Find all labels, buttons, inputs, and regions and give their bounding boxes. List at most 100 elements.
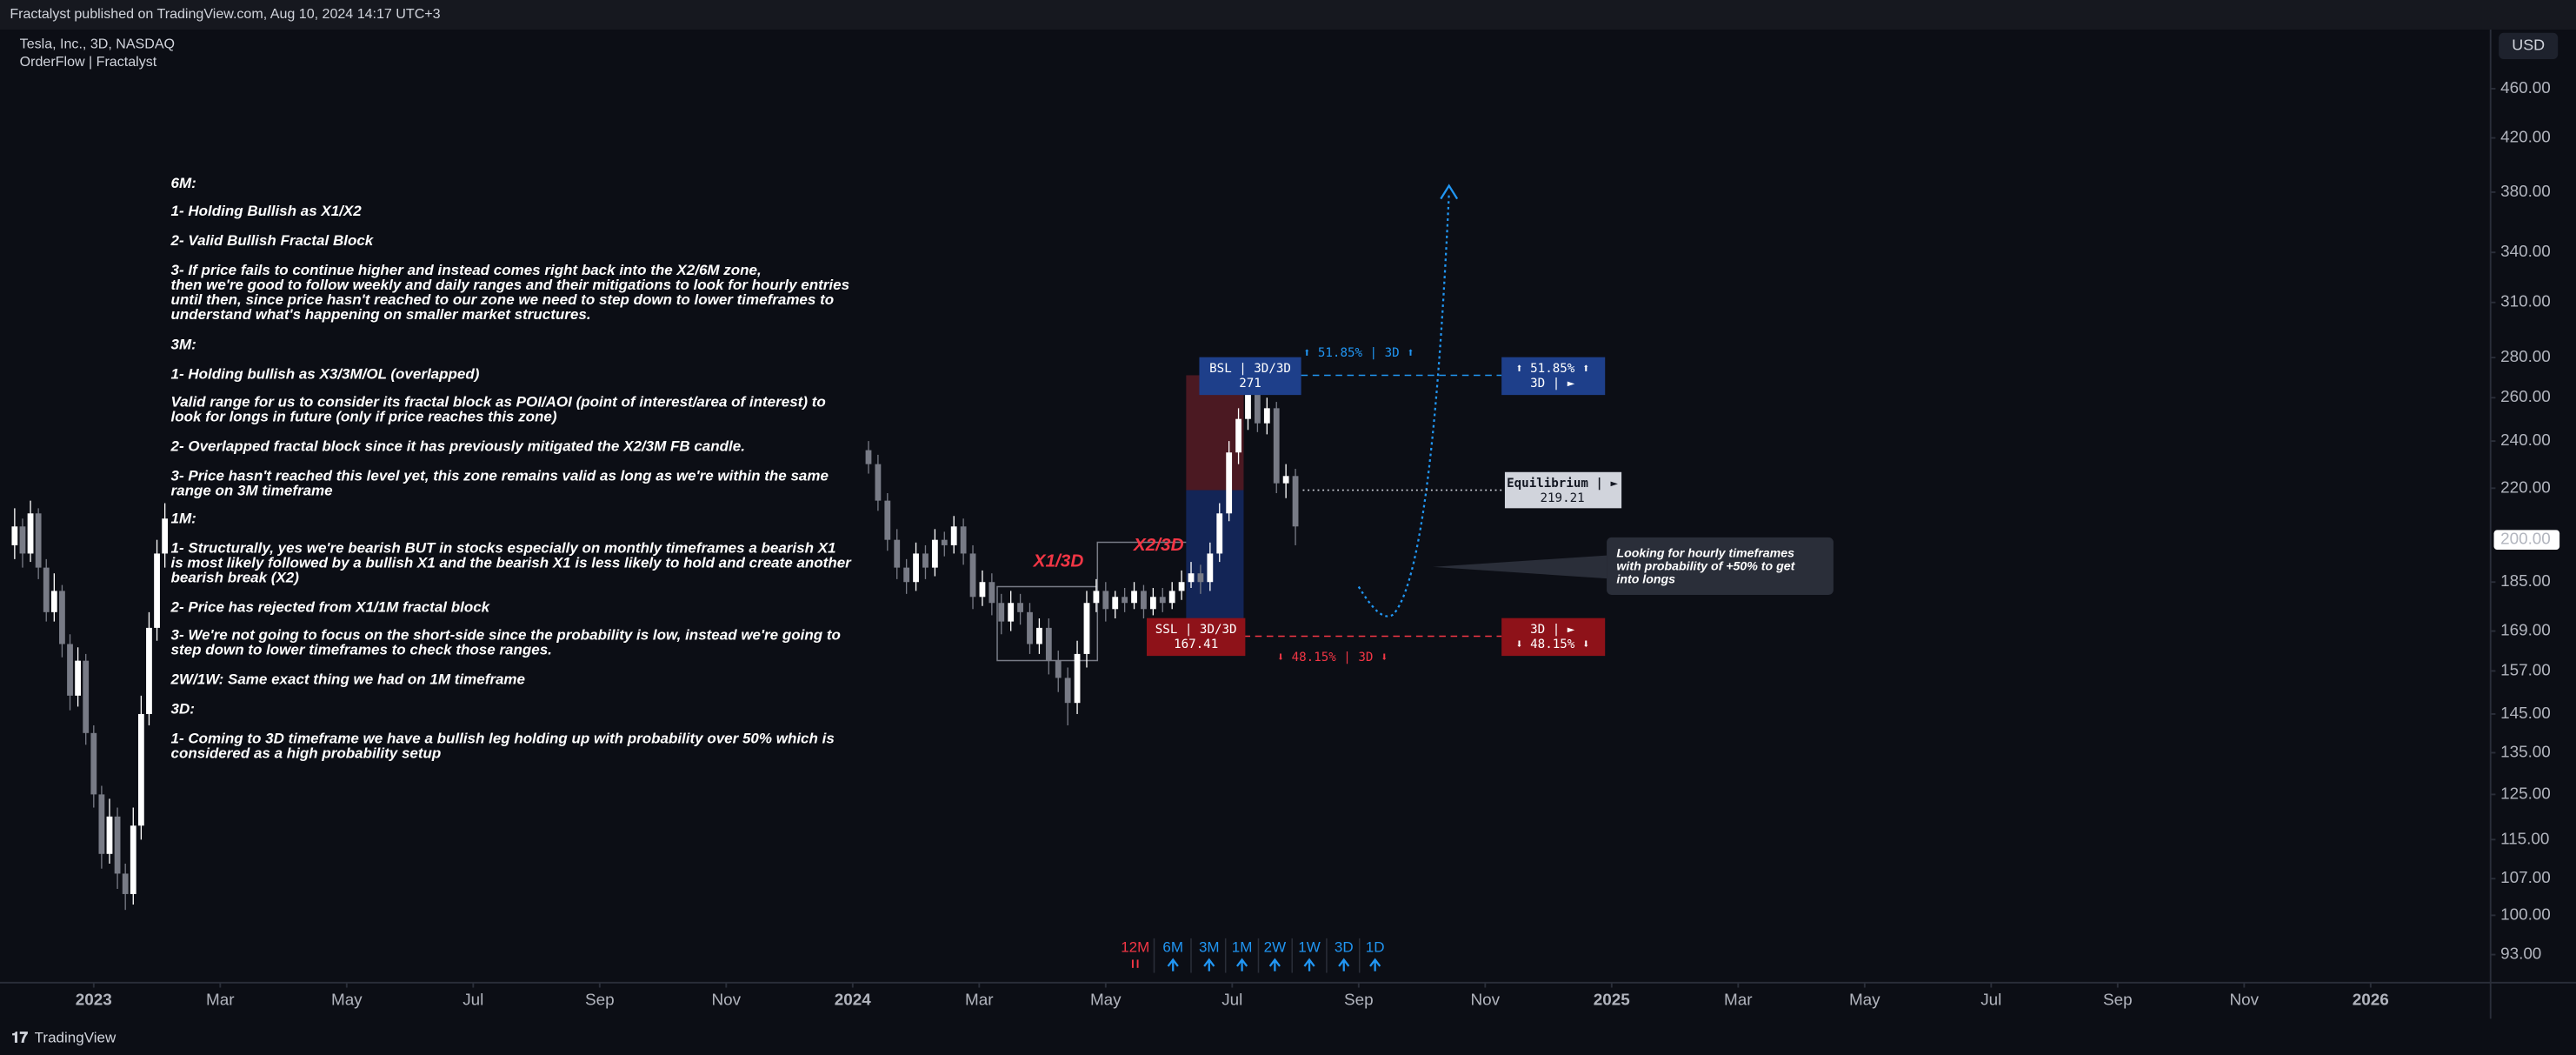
analysis-note: 6M: <box>171 175 196 191</box>
currency-button[interactable] <box>2499 32 2559 60</box>
candle-body <box>83 660 90 733</box>
timeframe-label: 3M <box>1199 939 1220 956</box>
ssl-box <box>1146 618 1246 657</box>
equilibrium-value: 219.21 <box>1541 491 1585 505</box>
candle-body <box>1036 627 1042 644</box>
candle-body <box>154 553 160 628</box>
candle-body <box>1045 627 1052 661</box>
bsl-box <box>1199 357 1301 396</box>
y-tick-label: 460.00 <box>2500 79 2551 97</box>
analysis-note: 3- Price hasn't reached this level yet, … <box>171 467 829 484</box>
analysis-note: 1- Structurally, yes we're bearish BUT i… <box>171 540 836 557</box>
candle-body <box>1083 603 1090 654</box>
footer <box>0 1018 2576 1055</box>
candle-body <box>1055 660 1062 678</box>
candle-body <box>106 816 113 854</box>
y-tick-label: 240.00 <box>2500 431 2551 450</box>
candle-body <box>1282 476 1289 484</box>
candle-body <box>979 582 986 598</box>
last-price-box <box>2493 530 2560 551</box>
candle-body <box>11 526 18 545</box>
analysis-note: 3M: <box>171 336 196 352</box>
candle-body <box>988 582 995 604</box>
x-tick-label: 2025 <box>1594 992 1630 1010</box>
ssl-value: 167.41 <box>1174 638 1218 651</box>
x-tick-label: 2024 <box>835 992 871 1010</box>
candle-body <box>50 591 57 612</box>
y-tick-label: 260.00 <box>2500 388 2551 406</box>
candle-body <box>59 591 65 644</box>
equilibrium-label: Equilibrium | ► <box>1507 477 1618 491</box>
y-tick-label: 157.00 <box>2500 661 2551 679</box>
timeframe-label: 1M <box>1232 939 1253 956</box>
candle-body <box>130 825 136 894</box>
candle-body <box>931 539 938 568</box>
candle-body <box>1168 591 1175 604</box>
candle-body <box>950 526 957 545</box>
bull-probability: ⬆ 51.85% | 3D ⬆ <box>1303 346 1414 360</box>
y-tick-label: 93.00 <box>2500 945 2541 964</box>
candle-body <box>998 603 1005 622</box>
y-tick-label: 380.00 <box>2500 183 2551 201</box>
projection-arrow <box>1440 184 1459 200</box>
candle-body <box>1027 611 1033 644</box>
bsl-value: 271 <box>1239 377 1261 391</box>
candle-body <box>1245 393 1251 419</box>
candle-body <box>27 513 34 554</box>
candle-body <box>884 500 891 540</box>
y-tick-label: 107.00 <box>2500 869 2551 887</box>
candle-body <box>1112 597 1119 610</box>
equilibrium-box <box>1504 471 1622 509</box>
candle-body <box>1131 591 1137 604</box>
x-tick-label: Jul <box>1980 992 2001 1010</box>
timeframe-arrow <box>1338 958 1350 972</box>
candle-body <box>1188 573 1195 583</box>
candle-body <box>19 526 26 554</box>
x-tick-label: May <box>1090 992 1122 1010</box>
y-tick-label: 280.00 <box>2500 348 2551 366</box>
y-tick-label: 169.00 <box>2500 622 2551 640</box>
candle-body <box>122 873 129 894</box>
timeframe-label: 2W <box>1264 939 1287 956</box>
x-tick-label: Sep <box>585 992 615 1010</box>
x-tick-label: Mar <box>1724 992 1753 1010</box>
discount-zone <box>1186 490 1244 637</box>
x2-outline <box>1096 541 1187 587</box>
bear-box-text: ⬇ 48.15% ⬇ <box>1515 638 1589 651</box>
candle-body <box>913 553 919 583</box>
analysis-note: 3D: <box>171 701 195 718</box>
candle-body <box>1197 573 1204 583</box>
x-tick-label: Mar <box>965 992 994 1010</box>
candle-body <box>1216 513 1223 554</box>
timeframe-arrow <box>1369 958 1381 972</box>
x-tick-label: Nov <box>712 992 742 1010</box>
candle-body <box>162 518 169 554</box>
candle-body <box>1093 591 1100 604</box>
candle-body <box>75 660 82 696</box>
timeframe-arrow <box>1268 958 1281 972</box>
candle-body <box>1064 678 1071 704</box>
analysis-note: 3- If price fails to continue higher and… <box>171 262 762 278</box>
x-tick-label: Jul <box>463 992 483 1010</box>
candle-body <box>1102 591 1109 610</box>
analysis-note: 1- Holding bullish as X3/3M/OL (overlapp… <box>171 365 480 382</box>
analysis-note: bearish break (X2) <box>171 570 300 586</box>
timeframe-arrow <box>1236 958 1248 972</box>
currency-label[interactable]: USD <box>2512 37 2545 54</box>
analysis-note: until then, since price hasn't reached t… <box>171 291 835 308</box>
candle-body <box>894 539 901 568</box>
candle-body <box>922 553 929 568</box>
candle-body <box>875 464 882 501</box>
candle-body <box>1292 476 1299 527</box>
bull-box-text: 3D | ► <box>1530 377 1575 391</box>
timeframe-label: 6M <box>1162 939 1183 956</box>
y-tick-label: 185.00 <box>2500 572 2551 591</box>
analysis-note: 3- We're not going to focus on the short… <box>171 627 841 644</box>
note-pointer <box>1432 555 1608 579</box>
analysis-note: look for longs in future (only if price … <box>171 408 557 424</box>
analysis-note: Valid range for us to consider its fract… <box>171 393 826 410</box>
bsl-label: BSL | 3D/3D <box>1209 362 1291 376</box>
timeframe-label: 12M <box>1121 939 1149 956</box>
candle-body <box>1159 597 1166 604</box>
